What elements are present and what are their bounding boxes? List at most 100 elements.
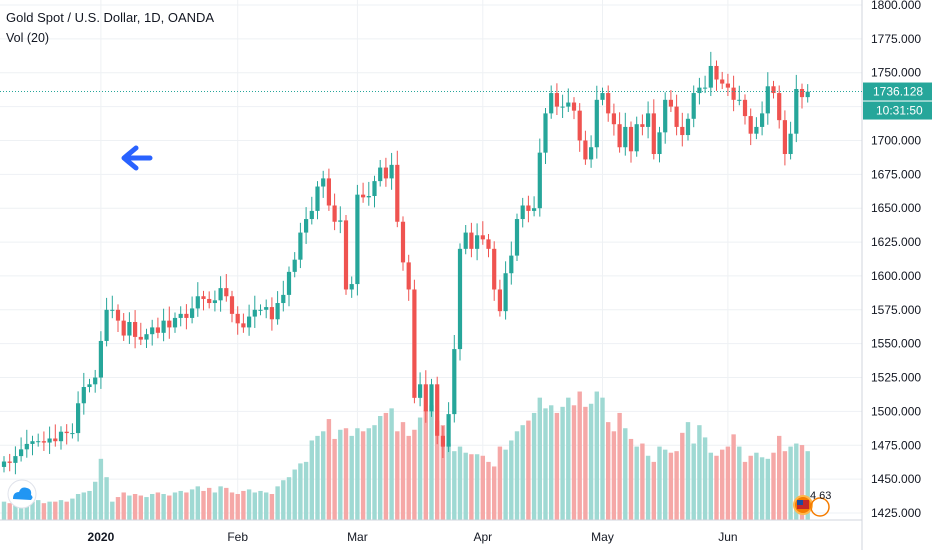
volume-bar bbox=[41, 503, 47, 520]
volume-bar bbox=[651, 461, 656, 520]
volume-bar bbox=[788, 446, 793, 520]
volume-bar bbox=[144, 497, 149, 520]
candle-body bbox=[76, 403, 81, 434]
volume-bar bbox=[75, 494, 81, 520]
candle-body bbox=[680, 126, 685, 136]
volume-bar bbox=[383, 412, 389, 520]
candle-body bbox=[480, 235, 485, 240]
volume-bar bbox=[617, 412, 622, 520]
volume-bar bbox=[138, 495, 143, 520]
candle-body bbox=[201, 296, 206, 299]
candle-body bbox=[457, 248, 463, 350]
volume-bar bbox=[674, 451, 679, 520]
candle-body bbox=[657, 132, 662, 155]
volume-bar bbox=[412, 429, 417, 520]
candle-body bbox=[760, 113, 765, 127]
volume-bar bbox=[531, 412, 537, 520]
volume-bar bbox=[7, 503, 12, 520]
volume-bar bbox=[509, 440, 514, 520]
candle-body bbox=[549, 93, 554, 114]
candlesticks bbox=[1, 51, 810, 475]
candle-body bbox=[207, 298, 212, 304]
candle-body bbox=[81, 387, 86, 404]
candle-body bbox=[150, 327, 155, 335]
price-tick-label: 1600.000 bbox=[871, 269, 921, 283]
candle-body bbox=[115, 309, 121, 321]
candle-body bbox=[229, 296, 235, 314]
candle-body bbox=[429, 384, 434, 412]
volume-bar bbox=[161, 494, 166, 520]
candle-body bbox=[349, 284, 354, 290]
volume-indicator-label[interactable]: Vol (20) bbox=[6, 31, 50, 45]
candle-body bbox=[247, 316, 252, 328]
candle-body bbox=[58, 431, 64, 442]
candle-body bbox=[577, 110, 582, 141]
volume-bar bbox=[691, 443, 696, 520]
candle-body bbox=[24, 443, 29, 450]
candle-body bbox=[218, 288, 223, 301]
candle-body bbox=[737, 99, 742, 101]
volume-bar bbox=[423, 409, 428, 520]
price-tick-label: 1750.000 bbox=[871, 66, 921, 80]
candle-body bbox=[361, 194, 366, 198]
volume-bar bbox=[269, 494, 275, 520]
candle-body bbox=[98, 340, 103, 378]
volume-bar bbox=[554, 412, 560, 520]
price-tick-label: 1425.000 bbox=[871, 506, 921, 520]
volume-bar bbox=[360, 431, 366, 520]
volume-bar bbox=[132, 494, 138, 520]
volume-bar bbox=[189, 489, 195, 520]
candle-body bbox=[463, 232, 468, 249]
volume-bar bbox=[127, 495, 132, 520]
countdown-label: 10:31:50 bbox=[876, 104, 923, 118]
countdown-tag bbox=[863, 101, 932, 120]
candle-body bbox=[452, 349, 457, 415]
volume-bar bbox=[309, 440, 314, 520]
price-tick-label: 1775.000 bbox=[871, 32, 921, 46]
volume-bar bbox=[201, 490, 206, 520]
volume-bar bbox=[514, 431, 520, 520]
volume-bar bbox=[218, 486, 223, 520]
tradingview-cloud-icon[interactable] bbox=[7, 479, 37, 509]
volume-bar bbox=[275, 486, 280, 520]
volume-bar bbox=[110, 501, 115, 520]
volume-bar bbox=[115, 497, 121, 520]
time-tick-label: Mar bbox=[347, 530, 368, 544]
candle-body bbox=[617, 124, 622, 148]
volume-bar bbox=[457, 446, 463, 520]
volume-bar bbox=[737, 446, 742, 520]
candle-body bbox=[224, 288, 229, 297]
volume-bar bbox=[93, 481, 98, 520]
events-count: 4 63 bbox=[810, 490, 831, 502]
candle-body bbox=[623, 126, 628, 148]
price-tick-label: 1450.000 bbox=[871, 472, 921, 486]
volume-bar bbox=[389, 408, 394, 520]
candle-body bbox=[469, 232, 474, 249]
volume-bar bbox=[252, 492, 257, 520]
volume-bar bbox=[777, 435, 782, 520]
arrow-left-icon[interactable] bbox=[121, 145, 153, 171]
candle-body bbox=[566, 102, 571, 107]
volume-bar bbox=[338, 429, 343, 520]
candle-body bbox=[668, 99, 673, 107]
volume-bar bbox=[463, 452, 468, 520]
volume-bar bbox=[606, 422, 611, 520]
candle-body bbox=[799, 88, 805, 98]
volume-bar bbox=[782, 451, 788, 520]
axes: 1800.0001775.0001750.0001725.0001700.000… bbox=[0, 0, 921, 550]
us-flag-icon[interactable] bbox=[793, 495, 813, 515]
candle-body bbox=[389, 164, 394, 179]
volume-bar bbox=[178, 490, 183, 520]
volume-bar bbox=[720, 449, 725, 520]
volume-bar bbox=[207, 487, 212, 520]
volume-bar bbox=[600, 397, 605, 520]
candle-body bbox=[264, 307, 269, 310]
volume-bar bbox=[155, 492, 161, 520]
volume-bar bbox=[1, 501, 7, 520]
volume-bar bbox=[486, 461, 491, 520]
candle-body bbox=[720, 79, 725, 84]
volume-bar bbox=[212, 492, 218, 520]
candle-body bbox=[674, 106, 679, 127]
